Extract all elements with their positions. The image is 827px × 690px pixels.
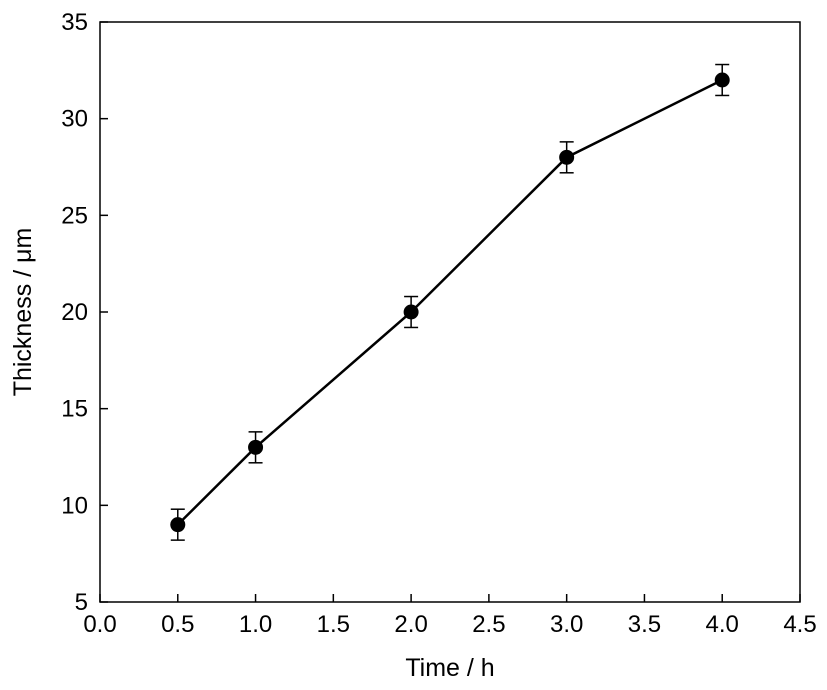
data-point — [559, 149, 575, 165]
y-tick-label: 10 — [61, 492, 88, 519]
x-tick-label: 1.5 — [317, 611, 350, 638]
y-axis-ticks: 5 10 15 20 25 30 35 — [61, 9, 108, 616]
x-axis-ticks: 0.0 0.5 1.0 1.5 2.0 2.5 3.0 3.5 4.0 4.5 — [83, 594, 817, 638]
x-tick-label: 2.0 — [394, 611, 427, 638]
x-tick-label: 1.0 — [239, 611, 272, 638]
x-tick-label: 3.0 — [550, 611, 583, 638]
data-point — [403, 304, 419, 320]
data-point — [248, 439, 264, 455]
series-line — [176, 78, 723, 526]
y-tick-label: 15 — [61, 396, 88, 423]
y-axis-label: Thickness / μm — [9, 228, 37, 397]
x-axis-label: Time / h — [405, 654, 494, 682]
y-tick-label: 5 — [75, 589, 88, 616]
x-tick-label: 4.0 — [706, 611, 739, 638]
x-tick-label: 0.5 — [161, 611, 194, 638]
plot-frame — [99, 21, 801, 603]
data-point — [170, 517, 186, 533]
x-tick-label: 2.5 — [472, 611, 505, 638]
x-tick-label: 3.5 — [628, 611, 661, 638]
x-tick-label: 4.5 — [783, 611, 816, 638]
data-point — [714, 72, 730, 88]
y-tick-label: 20 — [61, 299, 88, 326]
y-tick-label: 25 — [61, 202, 88, 229]
y-tick-label: 30 — [61, 106, 88, 133]
x-tick-label: 0.0 — [83, 611, 116, 638]
plot-layer — [170, 63, 730, 541]
y-tick-label: 35 — [61, 9, 88, 36]
